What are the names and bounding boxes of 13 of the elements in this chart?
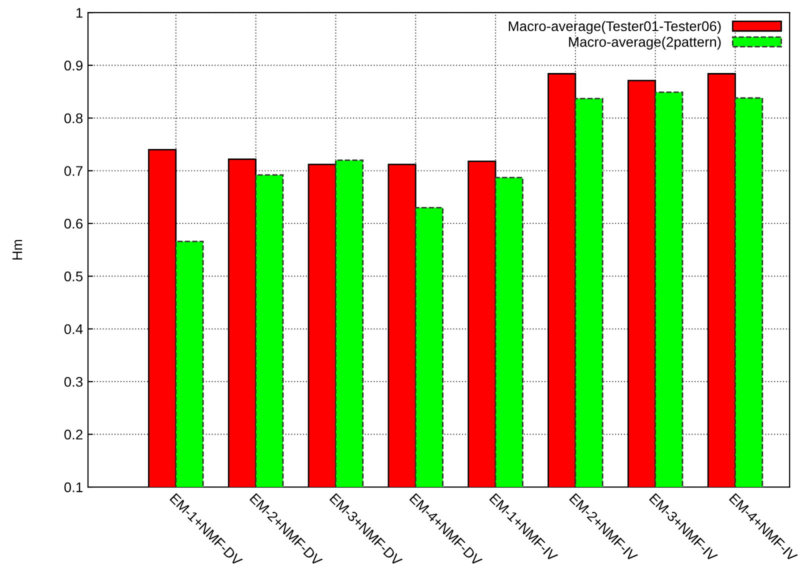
y-tick-label: 0.6	[64, 218, 83, 229]
y-tick-label: 0.8	[64, 113, 83, 124]
y-axis-title: Hm	[12, 240, 22, 260]
y-tick-label: 0.5	[64, 272, 83, 282]
y-tick-label: 0.1	[64, 482, 82, 492]
legend-label: Macro-average(Tester01-Tester06)	[508, 20, 721, 34]
y-tick-label: 0.4	[64, 324, 83, 334]
y-tick-label: 0.2	[64, 430, 82, 440]
legend-label: Macro-average(2pattern)	[569, 36, 721, 50]
y-tick-label: 1	[76, 8, 82, 18]
y-tick-label: 0.3	[64, 376, 83, 387]
y-tick-label: 0.7	[64, 166, 82, 176]
y-tick-label: 0.9	[64, 60, 82, 70]
